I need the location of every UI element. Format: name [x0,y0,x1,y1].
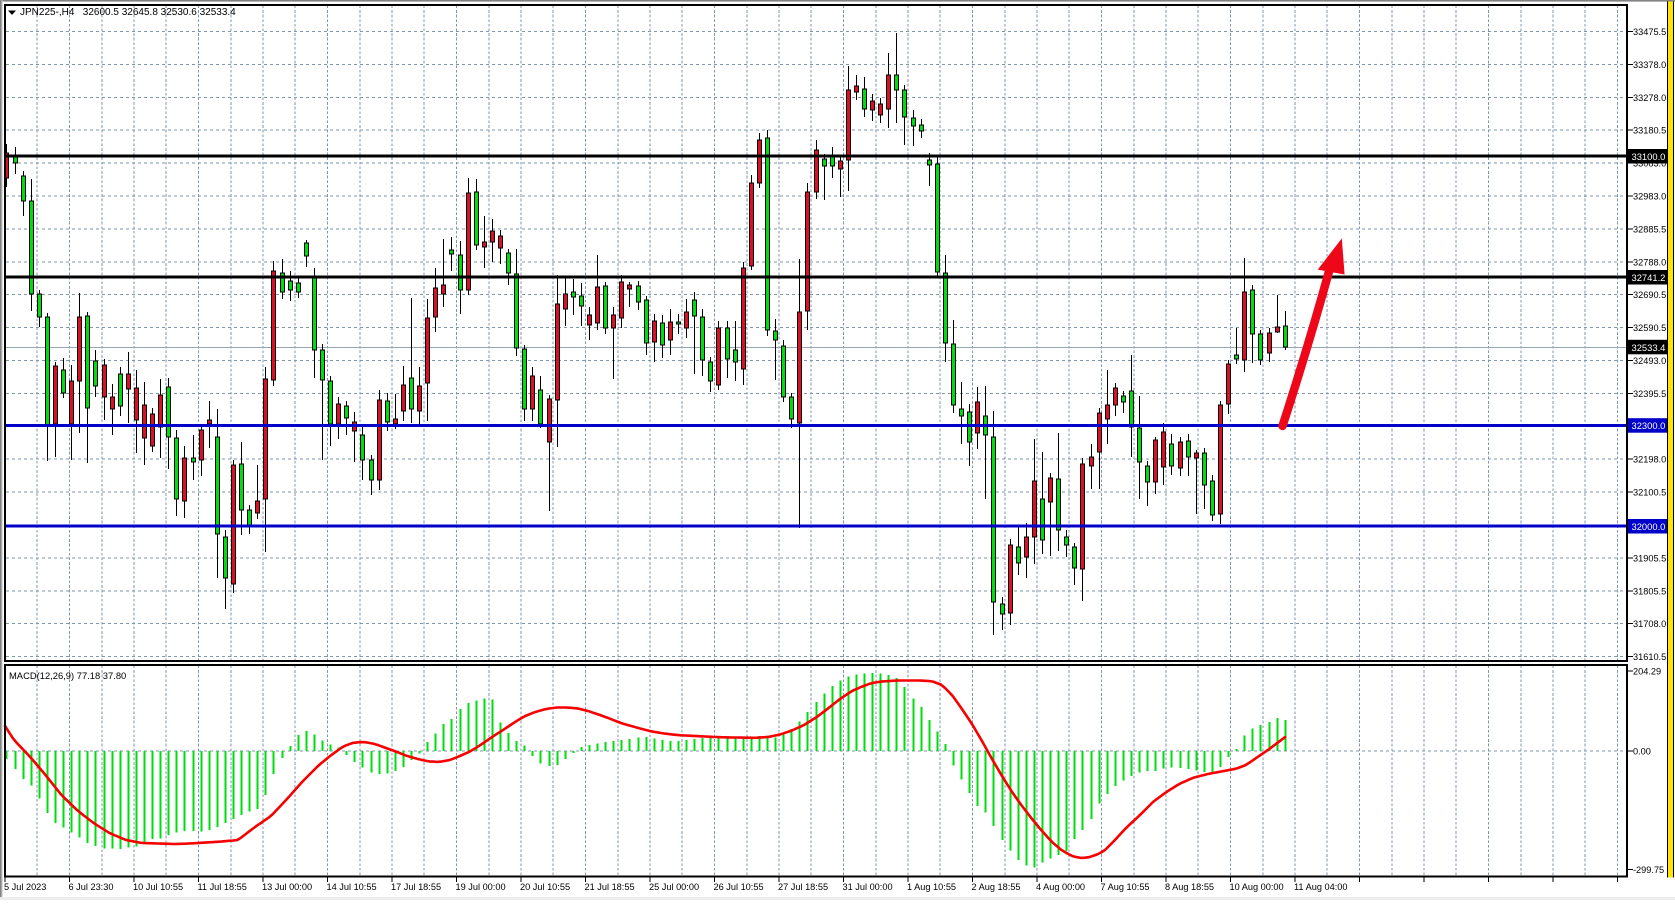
svg-text:32100.5: 32100.5 [1633,488,1666,498]
svg-text:-299.75: -299.75 [1633,865,1664,875]
svg-text:11 Aug 04:00: 11 Aug 04:00 [1294,882,1347,892]
svg-text:33475.5: 33475.5 [1633,27,1666,37]
svg-text:33278.0: 33278.0 [1633,93,1666,103]
svg-text:32493.0: 32493.0 [1633,356,1666,366]
svg-text:5 Jul 2023: 5 Jul 2023 [4,882,46,892]
svg-text:20 Jul 10:55: 20 Jul 10:55 [520,882,570,892]
svg-text:32788.0: 32788.0 [1633,257,1666,267]
svg-text:31708.0: 31708.0 [1633,619,1666,629]
svg-text:2 Aug 18:55: 2 Aug 18:55 [972,882,1021,892]
svg-text:32000.0: 32000.0 [1632,521,1666,532]
svg-text:32590.5: 32590.5 [1633,323,1666,333]
svg-text:21 Jul 18:55: 21 Jul 18:55 [585,882,635,892]
svg-text:33100.0: 33100.0 [1632,151,1666,162]
svg-text:MACD(12,26,9) 77.18 37.80: MACD(12,26,9) 77.18 37.80 [9,670,126,681]
svg-text:13 Jul 00:00: 13 Jul 00:00 [262,882,312,892]
svg-text:33083.0: 33083.0 [1633,159,1666,169]
svg-text:10 Aug 00:00: 10 Aug 00:00 [1230,882,1284,892]
svg-text:32690.5: 32690.5 [1633,290,1666,300]
svg-text:26 Jul 10:55: 26 Jul 10:55 [714,882,764,892]
svg-text:32300.0: 32300.0 [1632,420,1666,431]
svg-text:10 Jul 10:55: 10 Jul 10:55 [133,882,183,892]
svg-text:32198.0: 32198.0 [1633,455,1666,465]
svg-text:32885.5: 32885.5 [1633,224,1666,234]
svg-text:4 Aug 00:00: 4 Aug 00:00 [1036,882,1085,892]
svg-text:7 Aug 10:55: 7 Aug 10:55 [1101,882,1150,892]
svg-text:14 Jul 10:55: 14 Jul 10:55 [327,882,377,892]
svg-text:31610.5: 31610.5 [1633,652,1666,662]
svg-text:19 Jul 00:00: 19 Jul 00:00 [456,882,506,892]
svg-text:32395.5: 32395.5 [1633,389,1666,399]
svg-text:31 Jul 00:00: 31 Jul 00:00 [843,882,893,892]
svg-text:32983.0: 32983.0 [1633,192,1666,202]
svg-text:8 Aug 18:55: 8 Aug 18:55 [1165,882,1214,892]
svg-text:31805.5: 31805.5 [1633,586,1666,596]
svg-text:25 Jul 00:00: 25 Jul 00:00 [649,882,699,892]
svg-text:27 Jul 18:55: 27 Jul 18:55 [778,882,828,892]
svg-text:JPN225-,H4 32600.5 32645.8 3: JPN225-,H4 32600.5 32645.8 32530.6 32533… [20,7,236,18]
svg-text:32533.4: 32533.4 [1632,342,1666,353]
svg-text:1 Aug 10:55: 1 Aug 10:55 [907,882,956,892]
svg-text:33378.0: 33378.0 [1633,60,1666,70]
svg-text:0.00: 0.00 [1633,747,1651,757]
svg-text:17 Jul 18:55: 17 Jul 18:55 [391,882,441,892]
svg-text:204.29: 204.29 [1633,667,1661,677]
svg-text:33180.5: 33180.5 [1633,126,1666,136]
svg-text:11 Jul 18:55: 11 Jul 18:55 [198,882,247,892]
svg-text:6 Jul 23:30: 6 Jul 23:30 [69,882,114,892]
svg-text:32741.2: 32741.2 [1632,272,1666,283]
svg-text:31905.5: 31905.5 [1633,553,1666,563]
